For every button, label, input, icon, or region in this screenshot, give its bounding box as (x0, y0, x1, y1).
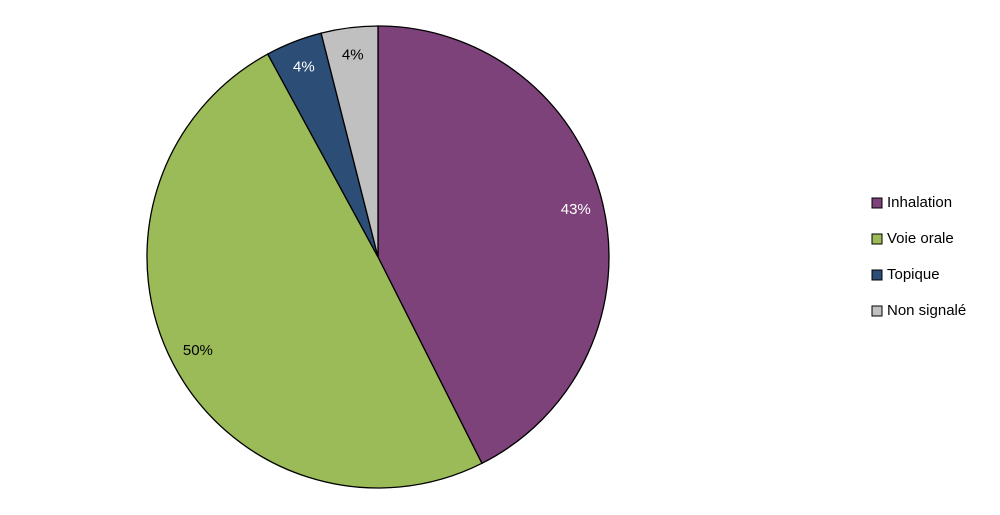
legend-swatch (871, 197, 883, 209)
data-label: 43% (561, 201, 591, 218)
legend-swatch (871, 305, 883, 317)
legend-label: Non signalé (887, 302, 966, 319)
pie-slice (320, 25, 379, 258)
legend-swatch (871, 233, 883, 245)
data-label: 50% (183, 342, 213, 359)
data-label: 4% (342, 46, 364, 63)
pie-slice (377, 25, 610, 465)
data-label: 4% (293, 59, 315, 76)
legend-label: Topique (887, 266, 940, 283)
legend-label: Voie orale (887, 230, 954, 247)
legend-swatch (871, 269, 883, 281)
pie-slice (146, 53, 483, 489)
legend-label: Inhalation (887, 194, 952, 211)
